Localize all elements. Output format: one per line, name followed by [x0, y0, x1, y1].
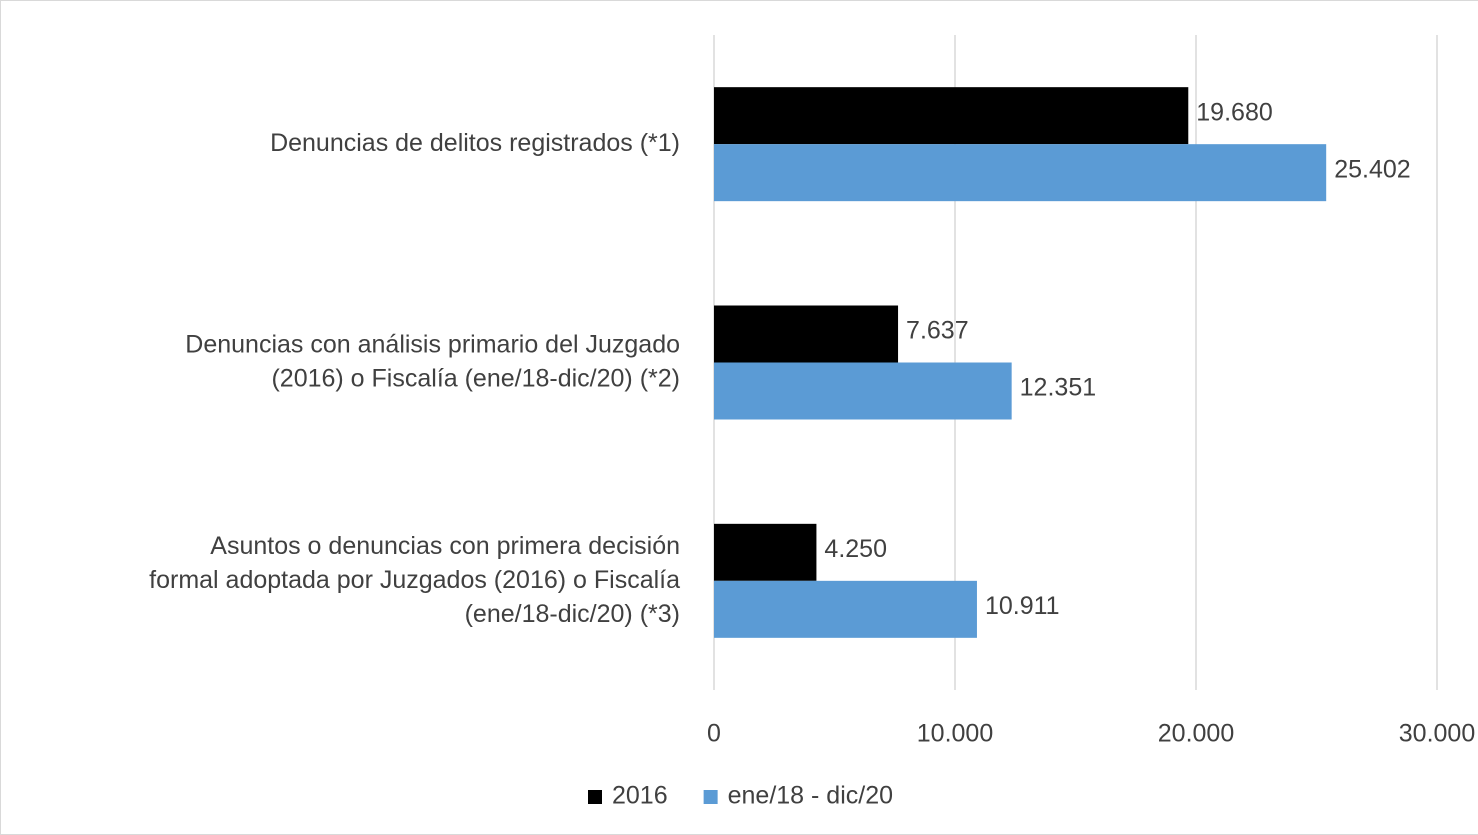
x-tick-label: 0: [707, 720, 721, 748]
bar: [714, 580, 977, 638]
bar: [714, 144, 1327, 202]
bar: [714, 362, 1012, 420]
data-label: 7.637: [906, 317, 969, 345]
x-tick-label: 10.000: [917, 720, 993, 748]
data-label: 12.351: [1020, 374, 1096, 402]
legend-swatch: [703, 790, 718, 804]
bar: [714, 87, 1189, 145]
x-tick-label: 30.000: [1399, 720, 1475, 748]
legend-swatch: [588, 790, 602, 804]
x-tick-label: 20.000: [1158, 720, 1234, 748]
bar: [714, 305, 899, 363]
data-label: 19.680: [1196, 98, 1272, 126]
data-label: 25.402: [1334, 155, 1410, 183]
data-label: 4.250: [824, 535, 887, 563]
y-tick-label: Denuncias con análisis primario del Juzg…: [185, 330, 680, 392]
y-tick-label: Denuncias de delitos registrados (*1): [270, 129, 680, 157]
y-tick-label: Asuntos o denuncias con primera decisión…: [149, 531, 680, 627]
legend-label: ene/18 - dic/20: [728, 782, 893, 810]
bar: [714, 523, 817, 581]
data-label: 10.911: [985, 592, 1060, 620]
legend-label: 2016: [612, 782, 668, 810]
